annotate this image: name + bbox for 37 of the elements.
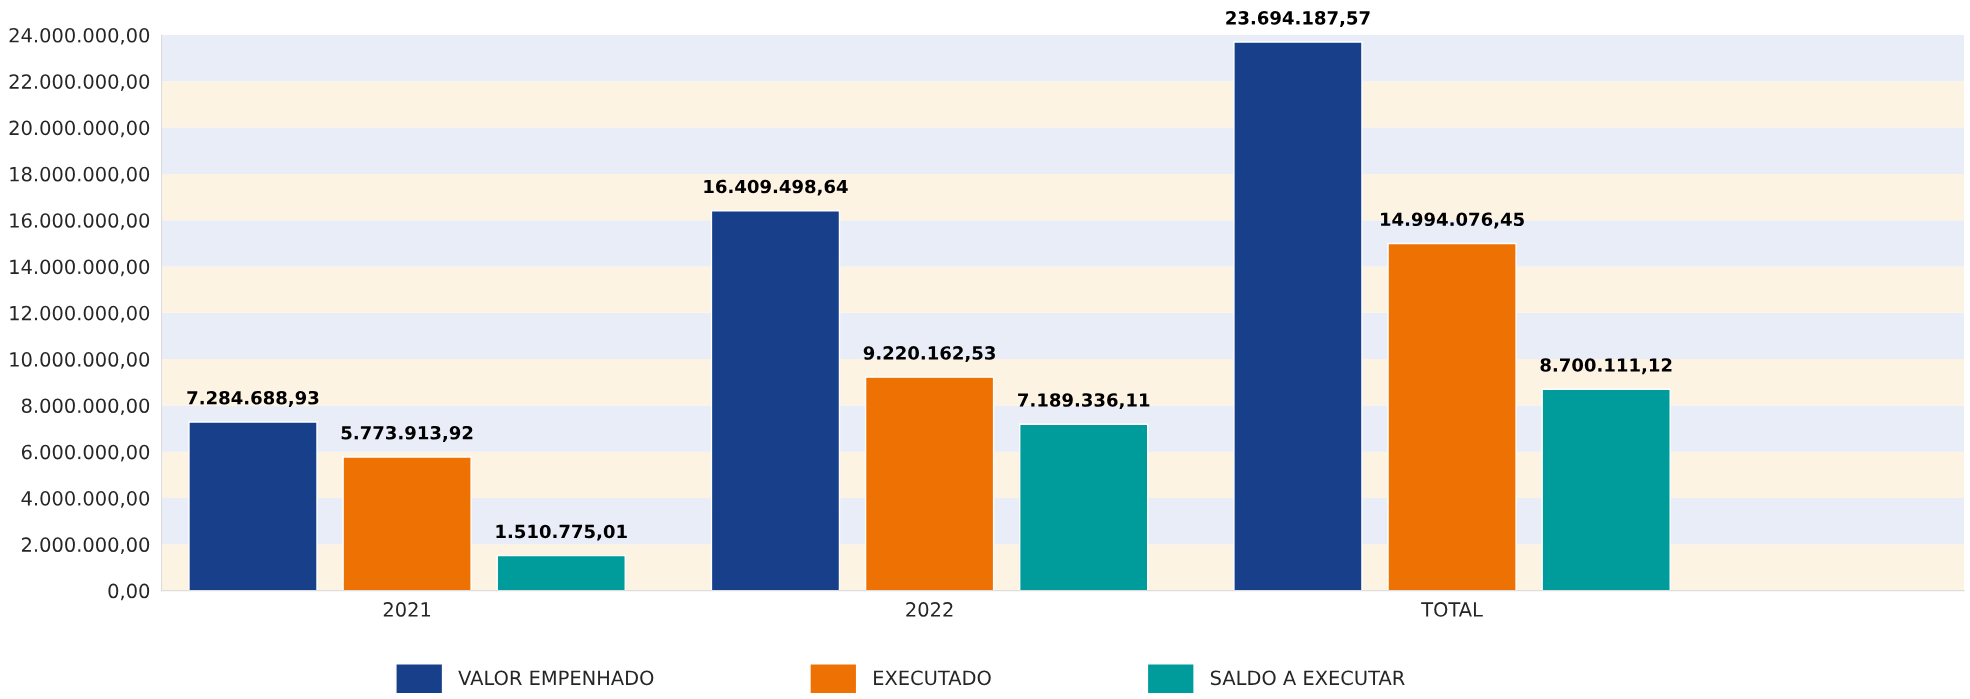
y-tick-label: 22.000.000,00 <box>9 74 150 91</box>
y-tick-label: 0,00 <box>108 583 150 601</box>
bar <box>864 376 995 591</box>
y-tick-label: 8.000.000,00 <box>21 398 150 416</box>
x-tick-label: 2022 <box>906 602 953 617</box>
x-tick-label: TOTAL <box>1421 602 1483 617</box>
bar <box>1387 242 1517 591</box>
y-tick-label: 4.000.000,00 <box>21 490 150 508</box>
legend-label: SALDO A EXECUTAR <box>1210 670 1405 686</box>
bar <box>496 554 626 591</box>
data-label: 7.189.336,11 <box>1018 393 1150 410</box>
data-label: 16.409.498,64 <box>704 179 848 196</box>
data-label: 9.220.162,53 <box>863 346 995 363</box>
y-tick-label: 2.000.000,00 <box>21 537 150 554</box>
legend-label: VALOR EMPENHADO <box>458 670 654 686</box>
y-tick-label: 14.000.000,00 <box>10 259 150 277</box>
bar <box>188 421 318 591</box>
bar <box>710 210 841 591</box>
y-tick-label: 12.000.000,00 <box>10 305 150 323</box>
data-label: 7.284.688,93 <box>187 390 319 407</box>
x-tick-label: 2021 <box>383 602 431 617</box>
y-tick-label: 20.000.000,00 <box>9 120 150 138</box>
y-tick-label: 6.000.000,00 <box>21 444 150 462</box>
y-tick-label: 10.000.000,00 <box>10 352 150 369</box>
data-label: 23.694.187,57 <box>1226 10 1370 27</box>
y-tick-label: 24.000.000,00 <box>9 27 150 45</box>
y-tick-label: 18.000.000,00 <box>10 166 150 184</box>
data-label: 8.700.111,12 <box>1540 358 1672 375</box>
bar <box>1541 388 1671 591</box>
y-tick-label: 16.000.000,00 <box>10 213 150 230</box>
legend-label: EXECUTADO <box>874 670 991 686</box>
bar <box>342 456 472 591</box>
bar <box>1019 423 1149 591</box>
data-label: 14.994.076,45 <box>1381 212 1524 229</box>
data-label: 5.773.913,92 <box>341 425 473 442</box>
data-label: 1.510.775,01 <box>496 524 627 541</box>
bar <box>1233 41 1363 591</box>
